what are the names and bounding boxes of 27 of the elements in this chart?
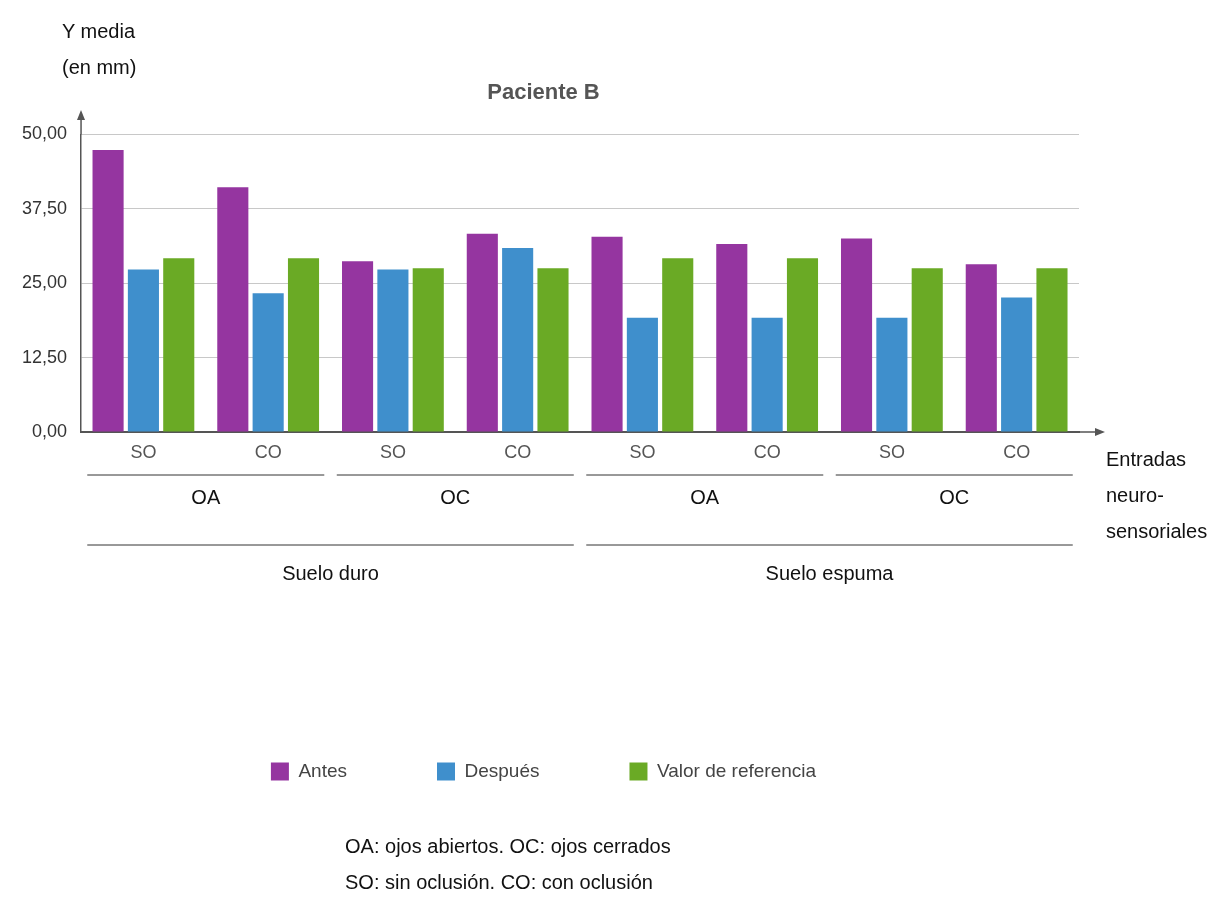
chart-title: Paciente B	[487, 79, 600, 105]
legend-label: Valor de referencia	[656, 759, 817, 781]
y-tick-label: 25,00	[22, 272, 68, 293]
x-tick-label: SO	[878, 441, 905, 462]
text: SO: sin oclusión. CO: con oclusión	[345, 870, 653, 893]
text: Suelo duro	[282, 561, 379, 584]
y-tick-label: 50,00	[22, 123, 68, 144]
x-tick-label: SO	[130, 441, 157, 462]
text: OA	[191, 485, 221, 508]
legend-label: Antes	[298, 759, 347, 781]
x-axis-title: Entradas neuro- sensoriales	[1106, 447, 1208, 542]
x-tick-label: CO	[254, 441, 282, 462]
x-tick-label: CO	[753, 441, 781, 462]
text: OA	[690, 485, 720, 508]
y-tick-label: 37,50	[22, 197, 68, 218]
y-tick-label: 12,50	[22, 346, 68, 367]
x-tick-label: SO	[379, 441, 406, 462]
x-tick-label: CO	[1003, 441, 1031, 462]
text: OC	[440, 485, 471, 508]
text: OC	[939, 485, 970, 508]
text: Suelo espuma	[765, 561, 895, 584]
text: OA: ojos abiertos. OC: ojos cerrados	[345, 834, 671, 857]
legend-label: Después	[464, 759, 540, 781]
y-axis-title: Y media (en mm)	[62, 19, 137, 78]
x-tick-label: CO	[504, 441, 532, 462]
y-tick-label: 0,00	[32, 420, 68, 441]
x-tick-label: SO	[629, 441, 656, 462]
